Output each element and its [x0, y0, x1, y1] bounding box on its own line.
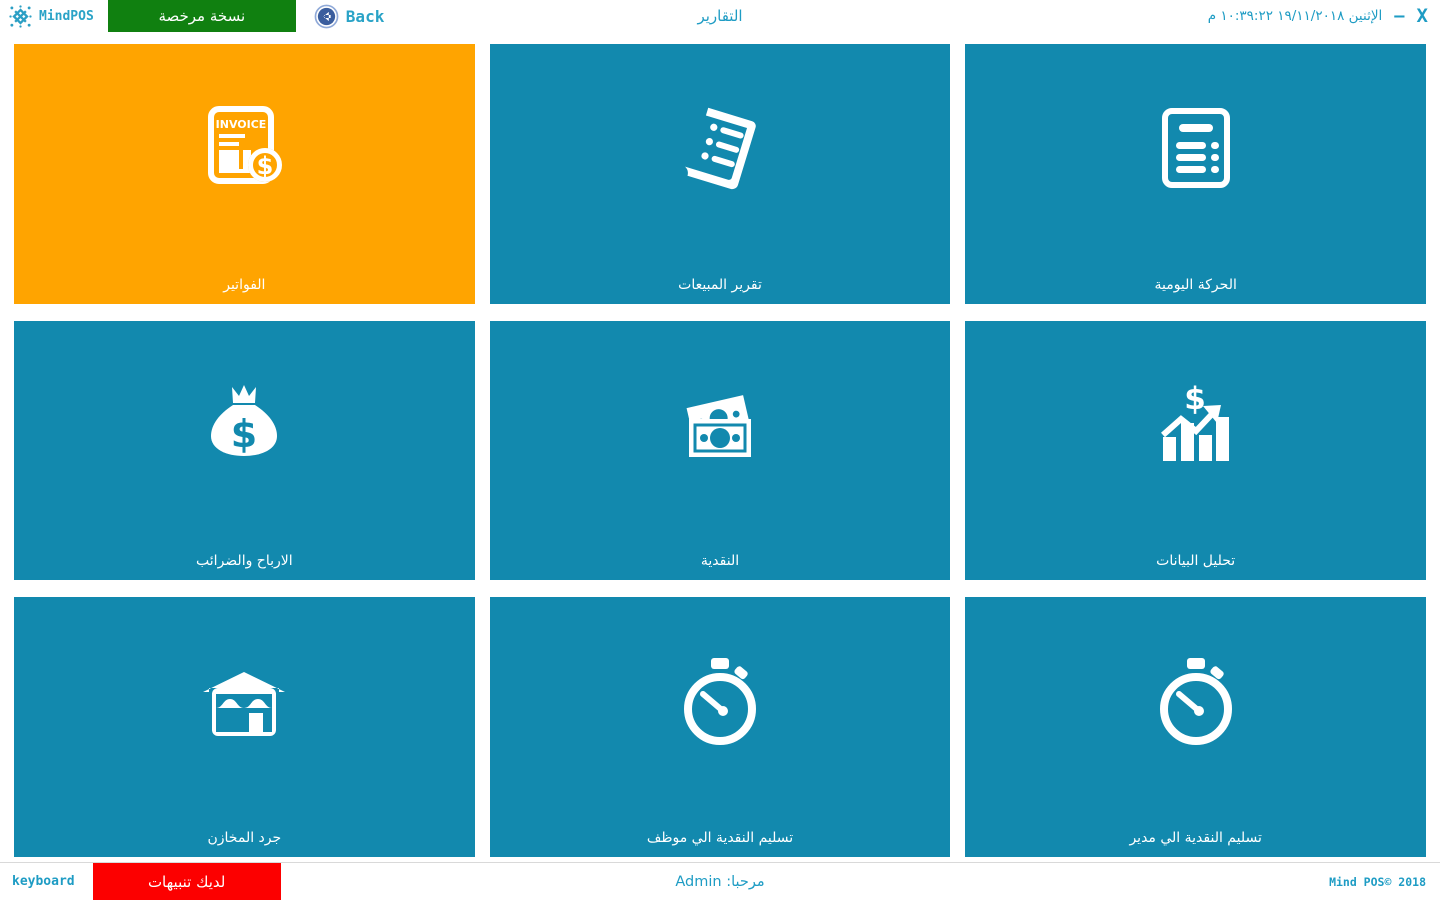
license-badge: نسخة مرخصة [107, 0, 296, 32]
status-bar: keyboard لديك تنبيهات مرحبا: Admin Mind … [0, 862, 1440, 900]
brand: MindPOS [0, 0, 108, 32]
circle-arrow-left-icon [314, 4, 339, 29]
daily-movement-document-icon [965, 44, 1426, 278]
stopwatch-icon [965, 597, 1426, 831]
window-minimize-icon[interactable]: — [1394, 5, 1405, 26]
bar-chart-dollar-growth-icon: $ [965, 321, 1426, 555]
tile-label: تقرير المبيعات [678, 276, 762, 293]
banknotes-cash-icon [490, 321, 951, 555]
tile-label: الارباح والضرائب [196, 553, 293, 570]
svg-text:$: $ [1184, 381, 1206, 417]
back-label: Back [345, 6, 385, 26]
tile-daily-movement[interactable]: الحركة اليومية [965, 44, 1426, 304]
tile-invoices[interactable]: INVOICE $ الفواتير [14, 44, 475, 304]
tile-label: الفواتير [223, 276, 266, 293]
tile-cash-handover-manager[interactable]: تسليم النقدية الي مدير [965, 597, 1426, 857]
clock-datetime: الإثنين ١٩/١١/٢٠١٨ ١٠:٣٩:٢٢ م [1207, 8, 1383, 24]
brand-name: MindPOS [39, 8, 94, 24]
sales-report-receipt-icon [490, 44, 951, 278]
storefront-shop-icon [14, 597, 475, 831]
tile-data-analysis[interactable]: $ تحليل البيانات [965, 320, 1426, 581]
tile-label: تسليم النقدية الي مدير [1129, 829, 1262, 846]
tile-label: الحركة اليومية [1154, 276, 1237, 293]
tile-sales-report[interactable]: تقرير المبيعات [489, 44, 951, 304]
copyright-label: Mind POS© 2018 [1329, 874, 1426, 889]
mindpos-knot-logo-icon [9, 4, 32, 28]
reports-tile-grid: الحركة اليومية تقرير المبيعات [0, 33, 1440, 862]
money-bag-dollar-icon: $ [14, 321, 475, 555]
svg-text:$: $ [257, 152, 274, 180]
tile-label: تحليل البيانات [1156, 553, 1236, 570]
invoice-dollar-icon: INVOICE $ [14, 44, 475, 278]
tile-warehouse-inventory[interactable]: جرد المخازن [14, 597, 475, 857]
stopwatch-icon [490, 597, 951, 831]
tile-cash[interactable]: النقدية [489, 320, 951, 581]
tile-cash-handover-employee[interactable]: تسليم النقدية الي موظف [489, 597, 951, 857]
tile-label: جرد المخازن [207, 829, 282, 846]
alerts-button[interactable]: لديك تنبيهات [92, 863, 281, 900]
window-close-icon[interactable]: X [1416, 4, 1428, 27]
back-button[interactable]: Back [296, 0, 399, 32]
window-controls-group: الإثنين ١٩/١١/٢٠١٨ ١٠:٣٩:٢٢ م — X [1208, 0, 1440, 32]
invoice-word: INVOICE [216, 118, 267, 131]
keyboard-toggle[interactable]: keyboard [12, 874, 75, 889]
svg-text:$: $ [231, 412, 257, 456]
tile-profits-and-taxes[interactable]: $ الارباح والضرائب [14, 320, 475, 581]
tile-label: النقدية [700, 553, 740, 570]
title-bar: MindPOS نسخة مرخصة Back التقارير الإثنين… [0, 0, 1440, 33]
tile-label: تسليم النقدية الي موظف [646, 829, 794, 846]
